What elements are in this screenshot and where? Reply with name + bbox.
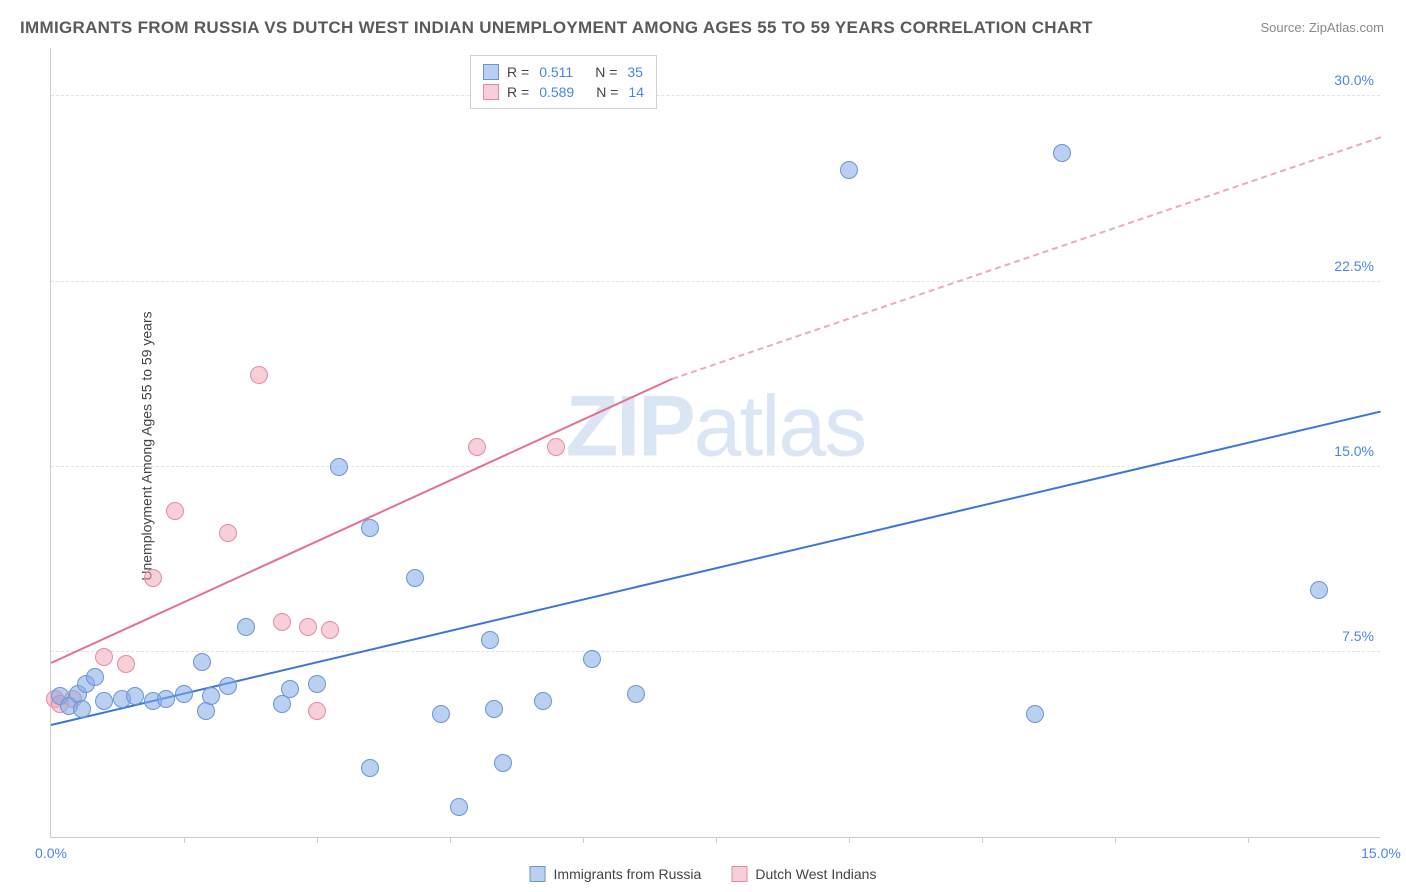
legend-row: R = 0.589 N = 14 (483, 82, 644, 102)
y-tick-label: 7.5% (1342, 628, 1374, 644)
x-tick-minor (184, 837, 185, 843)
data-point (406, 569, 424, 587)
correlation-legend: R = 0.511 N = 35 R = 0.589 N = 14 (470, 55, 657, 109)
x-tick-label: 15.0% (1361, 845, 1401, 861)
data-point (219, 677, 237, 695)
data-point (840, 161, 858, 179)
x-tick-label: 0.0% (35, 845, 67, 861)
legend-swatch (731, 866, 747, 882)
x-tick-minor (849, 837, 850, 843)
gridline (51, 281, 1380, 282)
x-tick-minor (1248, 837, 1249, 843)
data-point (95, 648, 113, 666)
data-point (485, 700, 503, 718)
source-attribution: Source: ZipAtlas.com (1260, 20, 1384, 35)
r-value: 0.589 (539, 84, 574, 100)
data-point (157, 690, 175, 708)
data-point (281, 680, 299, 698)
y-tick-label: 15.0% (1334, 443, 1374, 459)
data-point (468, 438, 486, 456)
r-label: R = (507, 84, 529, 100)
r-value: 0.511 (539, 64, 573, 80)
data-point (534, 692, 552, 710)
legend-row: R = 0.511 N = 35 (483, 62, 644, 82)
data-point (219, 524, 237, 542)
data-point (583, 650, 601, 668)
gridline (51, 95, 1380, 96)
data-point (86, 668, 104, 686)
data-point (237, 618, 255, 636)
x-tick-minor (716, 837, 717, 843)
data-point (193, 653, 211, 671)
data-point (450, 798, 468, 816)
data-point (95, 692, 113, 710)
data-point (166, 502, 184, 520)
data-point (627, 685, 645, 703)
data-point (273, 613, 291, 631)
data-point (308, 702, 326, 720)
n-value: 35 (627, 64, 643, 80)
n-label: N = (595, 64, 617, 80)
data-point (494, 754, 512, 772)
data-point (1310, 581, 1328, 599)
trend-line (51, 410, 1381, 725)
x-tick-minor (982, 837, 983, 843)
data-point (481, 631, 499, 649)
plot-area: ZIPatlas 7.5%15.0%22.5%30.0%0.0%15.0% (50, 48, 1380, 838)
legend-swatch (530, 866, 546, 882)
x-tick-minor (1115, 837, 1116, 843)
data-point (126, 687, 144, 705)
data-point (1053, 144, 1071, 162)
data-point (144, 569, 162, 587)
data-point (330, 458, 348, 476)
legend-item: Immigrants from Russia (530, 866, 702, 882)
data-point (361, 519, 379, 537)
n-label: N = (596, 84, 618, 100)
data-point (547, 438, 565, 456)
chart-title: IMMIGRANTS FROM RUSSIA VS DUTCH WEST IND… (20, 18, 1093, 38)
data-point (308, 675, 326, 693)
x-tick-minor (450, 837, 451, 843)
data-point (73, 700, 91, 718)
series-legend: Immigrants from Russia Dutch West Indians (530, 866, 877, 882)
y-tick-label: 22.5% (1334, 258, 1374, 274)
legend-item: Dutch West Indians (731, 866, 876, 882)
watermark: ZIPatlas (566, 377, 865, 476)
n-value: 14 (628, 84, 644, 100)
data-point (202, 687, 220, 705)
data-point (299, 618, 317, 636)
gridline (51, 466, 1380, 467)
legend-label: Immigrants from Russia (554, 866, 702, 882)
gridline (51, 651, 1380, 652)
x-tick-minor (317, 837, 318, 843)
legend-label: Dutch West Indians (755, 866, 876, 882)
r-label: R = (507, 64, 529, 80)
data-point (175, 685, 193, 703)
y-tick-label: 30.0% (1334, 72, 1374, 88)
data-point (321, 621, 339, 639)
legend-swatch (483, 64, 499, 80)
data-point (250, 366, 268, 384)
data-point (432, 705, 450, 723)
x-tick-minor (583, 837, 584, 843)
trend-line (51, 378, 672, 664)
data-point (117, 655, 135, 673)
data-point (1026, 705, 1044, 723)
data-point (361, 759, 379, 777)
legend-swatch (483, 84, 499, 100)
trend-line (671, 136, 1381, 380)
